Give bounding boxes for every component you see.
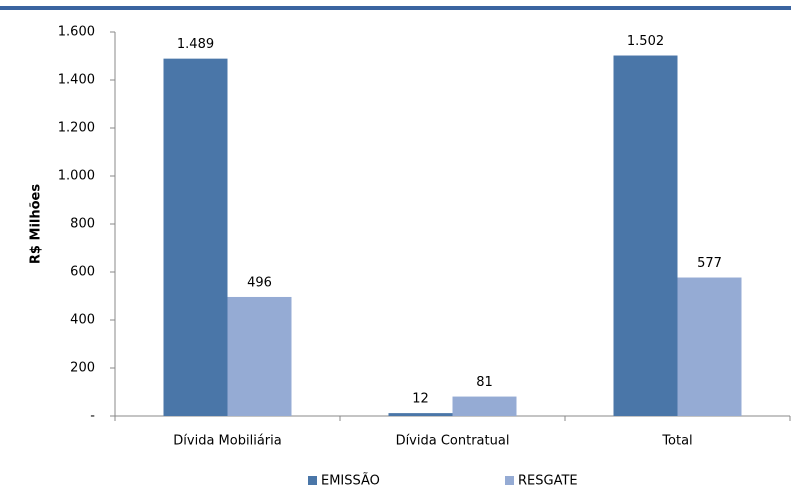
x-tick-label: Dívida Mobiliária xyxy=(173,434,281,449)
value-label: 12 xyxy=(412,392,429,407)
top-rule xyxy=(0,6,791,10)
bar xyxy=(613,55,678,417)
x-tick-label: Total xyxy=(661,434,692,449)
bar xyxy=(163,58,228,416)
y-tick-label: 400 xyxy=(70,313,95,328)
legend-swatch xyxy=(505,476,514,485)
value-label: 496 xyxy=(247,275,272,290)
legend-swatch xyxy=(308,476,317,485)
bar xyxy=(452,396,517,416)
bar xyxy=(227,296,292,416)
bar xyxy=(388,413,453,416)
x-tick-label: Dívida Contratual xyxy=(396,434,510,449)
y-tick-label: 1.600 xyxy=(58,25,95,40)
y-tick-label: - xyxy=(90,409,95,424)
y-tick-label: 200 xyxy=(70,361,95,376)
legend-label: EMISSÃO xyxy=(321,473,380,489)
y-axis-label: R$ Milhões xyxy=(29,184,44,264)
bar xyxy=(677,277,742,416)
y-tick-label: 1.200 xyxy=(58,121,95,136)
y-tick-label: 1.400 xyxy=(58,73,95,88)
value-label: 1.489 xyxy=(177,37,214,52)
legend-label: RESGATE xyxy=(518,474,578,489)
value-label: 1.502 xyxy=(627,34,664,49)
y-tick-label: 600 xyxy=(70,265,95,280)
y-tick-label: 800 xyxy=(70,217,95,232)
value-label: 577 xyxy=(697,256,722,271)
y-tick-label: 1.000 xyxy=(58,169,95,184)
value-label: 81 xyxy=(476,375,493,390)
